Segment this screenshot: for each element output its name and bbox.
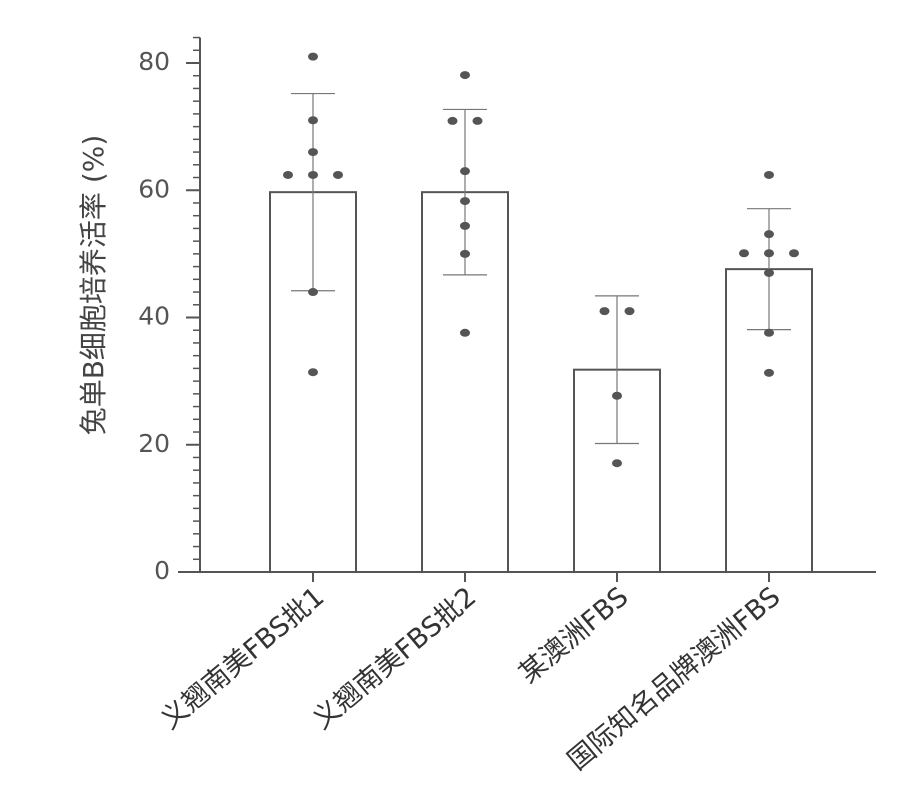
data-point: [308, 368, 318, 377]
y-axis-title: 兔单B细胞培养活率 (%): [77, 135, 110, 436]
y-tick-label: 80: [138, 47, 170, 76]
data-point: [308, 288, 318, 297]
data-point: [624, 307, 635, 316]
data-point: [764, 170, 774, 179]
data-point: [308, 148, 318, 157]
x-tick-label: 某澳洲FBS: [513, 581, 634, 689]
data-point: [764, 230, 774, 239]
data-point: [599, 307, 610, 316]
data-point: [283, 170, 293, 179]
data-point: [789, 249, 799, 258]
data-point: [739, 249, 749, 258]
y-tick-label: 20: [138, 429, 170, 458]
x-tick-label: 义翘南美FBS批2: [307, 581, 482, 735]
y-tick-label: 60: [138, 174, 170, 203]
data-point: [612, 459, 622, 468]
data-point: [333, 170, 343, 179]
data-point: [764, 368, 774, 377]
data-point: [308, 170, 318, 179]
x-tick-label: 义翘南美FBS批1: [155, 581, 330, 735]
data-point: [460, 249, 470, 258]
data-point: [612, 391, 622, 400]
data-point: [764, 249, 774, 258]
data-point: [460, 71, 470, 80]
data-point: [460, 221, 470, 230]
data-point: [447, 116, 458, 125]
data-point: [764, 328, 774, 337]
data-point: [308, 52, 318, 61]
data-point: [460, 328, 470, 337]
data-point: [472, 116, 483, 125]
data-point: [308, 116, 318, 125]
data-point: [460, 167, 470, 176]
y-tick-label: 0: [154, 556, 170, 585]
data-point: [764, 268, 774, 277]
y-tick-label: 40: [138, 302, 170, 331]
data-point: [460, 197, 470, 206]
